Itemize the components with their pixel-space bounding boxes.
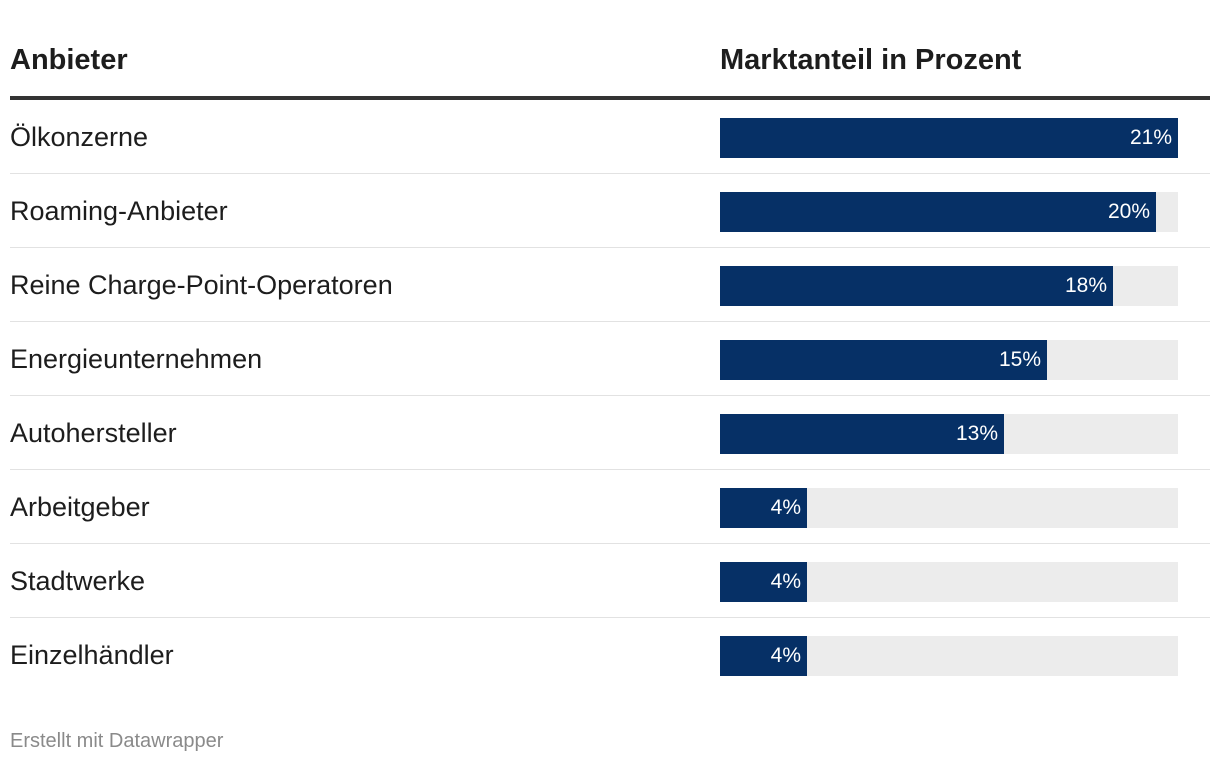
bar-track: 20%: [720, 192, 1178, 232]
bar-track: 15%: [720, 340, 1178, 380]
category-label: Energieunternehmen: [10, 344, 263, 374]
bar[interactable]: 15%: [720, 340, 1047, 380]
bar-value-label: 20%: [1107, 200, 1150, 223]
table-row: Arbeitgeber 4%: [10, 470, 1210, 544]
table-row: Roaming-Anbieter 20%: [10, 174, 1210, 248]
table-row: Einzelhändler 4%: [10, 618, 1210, 692]
bar[interactable]: 4%: [720, 488, 807, 528]
bar[interactable]: 13%: [720, 414, 1004, 454]
table-body: Ölkonzerne 21% Roaming-Anbieter 20% Reine Ch…: [10, 100, 1210, 692]
bar-value-label: 18%: [1064, 274, 1107, 297]
table-row: Autohersteller 13%: [10, 396, 1210, 470]
bar[interactable]: 18%: [720, 266, 1113, 306]
bar-value-label: 21%: [1129, 126, 1172, 149]
category-label: Ölkonzerne: [10, 122, 149, 152]
bar-value-label: 15%: [998, 348, 1041, 371]
bar-track: 21%: [720, 118, 1178, 158]
table-header: Anbieter Marktanteil in Prozent: [10, 0, 1210, 100]
bar-value-label: 4%: [770, 570, 801, 593]
category-label: Autohersteller: [10, 418, 177, 448]
bar-value-label: 4%: [770, 644, 801, 667]
table-row: Reine Charge-Point-Operatoren 18%: [10, 248, 1210, 322]
category-label: Roaming-Anbieter: [10, 196, 228, 226]
footer-credit[interactable]: Erstellt mit Datawrapper: [10, 730, 224, 752]
column-header-share[interactable]: Marktanteil in Prozent: [720, 44, 1022, 76]
bar-track: 4%: [720, 636, 1178, 676]
bar[interactable]: 4%: [720, 562, 807, 602]
bar-track: 4%: [720, 488, 1178, 528]
category-label: Arbeitgeber: [10, 492, 150, 522]
bar[interactable]: 20%: [720, 192, 1156, 232]
table-row: Energieunternehmen 15%: [10, 322, 1210, 396]
table-row: Ölkonzerne 21%: [10, 100, 1210, 174]
bar-value-label: 4%: [770, 496, 801, 519]
column-header-provider[interactable]: Anbieter: [10, 44, 128, 76]
table-row: Stadtwerke 4%: [10, 544, 1210, 618]
bar[interactable]: 4%: [720, 636, 807, 676]
data-table: Anbieter Marktanteil in Prozent Ölkonzer…: [10, 0, 1210, 692]
bar-track: 18%: [720, 266, 1178, 306]
category-label: Einzelhändler: [10, 640, 174, 670]
category-label: Stadtwerke: [10, 566, 146, 596]
bar-value-label: 13%: [955, 422, 998, 445]
category-label: Reine Charge-Point-Operatoren: [10, 270, 393, 300]
bar-track: 4%: [720, 562, 1178, 602]
bar[interactable]: 21%: [720, 118, 1178, 158]
bar-track: 13%: [720, 414, 1178, 454]
